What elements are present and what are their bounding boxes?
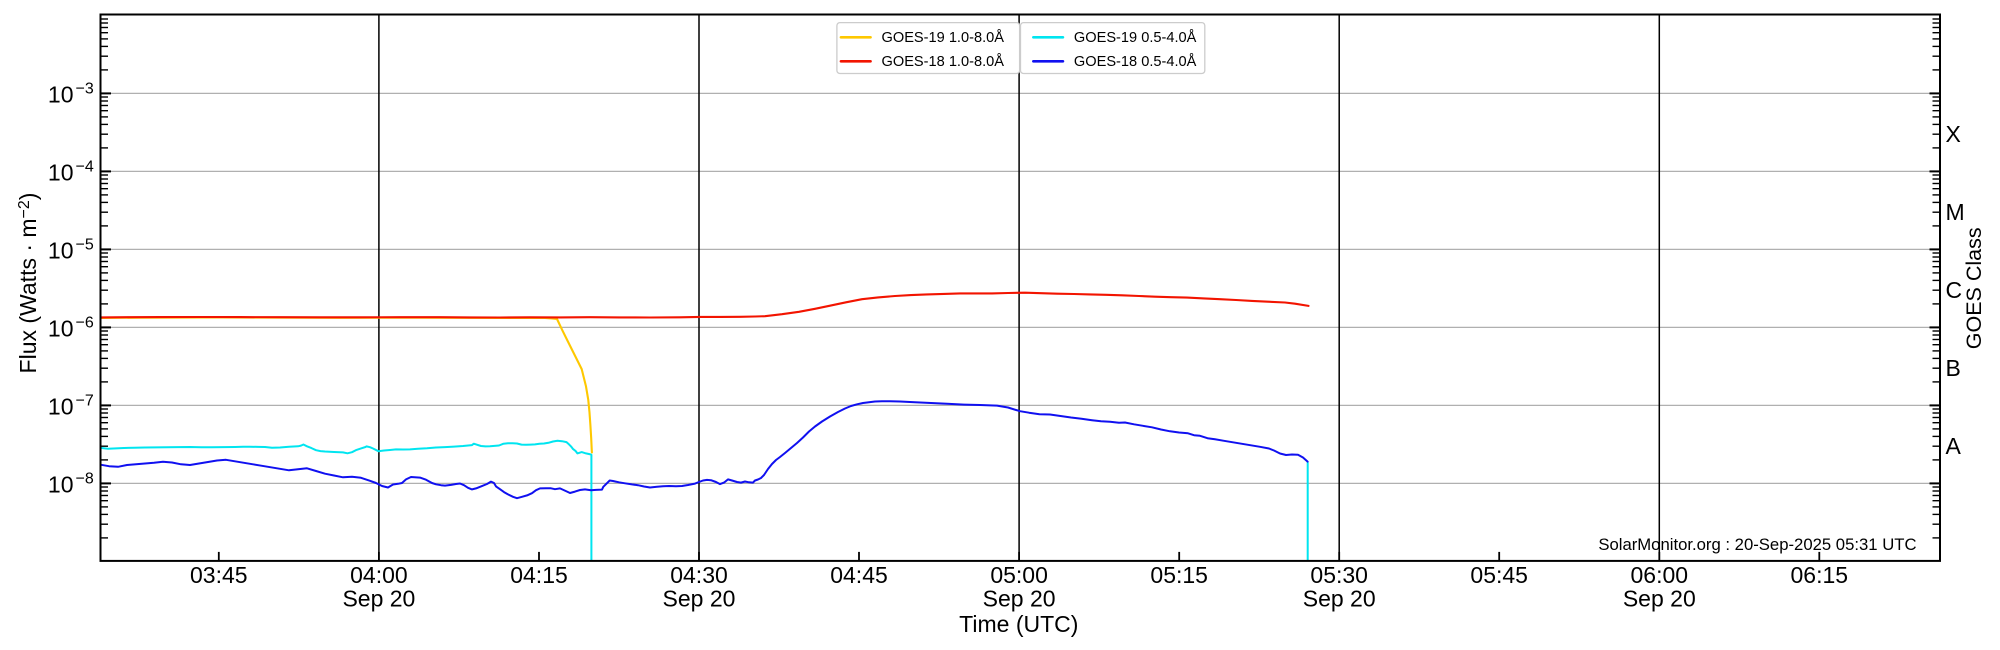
- svg-text:10: 10: [48, 82, 74, 108]
- svg-text:−4: −4: [76, 159, 94, 176]
- svg-text:GOES-19 0.5-4.0Å: GOES-19 0.5-4.0Å: [1074, 29, 1197, 46]
- svg-text:03:45: 03:45: [190, 562, 248, 588]
- svg-text:04:00: 04:00: [350, 562, 408, 588]
- svg-text:04:15: 04:15: [510, 562, 568, 588]
- svg-text:−6: −6: [76, 315, 94, 332]
- svg-text:−8: −8: [76, 471, 94, 488]
- svg-text:M: M: [1946, 199, 1965, 225]
- svg-text:10: 10: [48, 160, 74, 186]
- svg-text:10: 10: [48, 316, 74, 342]
- svg-text:Time (UTC): Time (UTC): [959, 611, 1078, 637]
- svg-text:04:45: 04:45: [830, 562, 888, 588]
- svg-text:05:30: 05:30: [1310, 562, 1368, 588]
- svg-text:10: 10: [48, 238, 74, 264]
- svg-text:Flux (Watts · m−2): Flux (Watts · m−2): [15, 193, 41, 374]
- svg-text:C: C: [1946, 277, 1963, 303]
- svg-text:10: 10: [48, 394, 74, 420]
- svg-text:GOES-19 1.0-8.0Å: GOES-19 1.0-8.0Å: [882, 29, 1005, 46]
- svg-text:10: 10: [48, 472, 74, 498]
- svg-text:05:45: 05:45: [1470, 562, 1528, 588]
- svg-text:−5: −5: [76, 237, 94, 254]
- svg-text:−7: −7: [76, 393, 94, 410]
- svg-text:04:30: 04:30: [670, 562, 728, 588]
- svg-text:B: B: [1946, 355, 1961, 381]
- svg-text:GOES Class: GOES Class: [1962, 227, 1986, 349]
- svg-text:GOES-18 0.5-4.0Å: GOES-18 0.5-4.0Å: [1074, 53, 1197, 70]
- svg-text:Sep 20: Sep 20: [983, 586, 1056, 612]
- svg-text:Sep 20: Sep 20: [663, 586, 736, 612]
- svg-text:Sep 20: Sep 20: [1623, 586, 1696, 612]
- svg-text:X: X: [1946, 121, 1961, 147]
- svg-text:05:00: 05:00: [990, 562, 1048, 588]
- svg-text:05:15: 05:15: [1150, 562, 1208, 588]
- svg-text:06:15: 06:15: [1791, 562, 1849, 588]
- svg-text:−3: −3: [76, 81, 94, 98]
- svg-text:A: A: [1946, 433, 1962, 459]
- svg-text:Sep 20: Sep 20: [342, 586, 415, 612]
- svg-text:SolarMonitor.org : 20-Sep-2025: SolarMonitor.org : 20-Sep-2025 05:31 UTC: [1598, 535, 1916, 554]
- svg-text:06:00: 06:00: [1631, 562, 1689, 588]
- svg-text:GOES-18 1.0-8.0Å: GOES-18 1.0-8.0Å: [882, 53, 1005, 70]
- svg-text:Sep 20: Sep 20: [1303, 586, 1376, 612]
